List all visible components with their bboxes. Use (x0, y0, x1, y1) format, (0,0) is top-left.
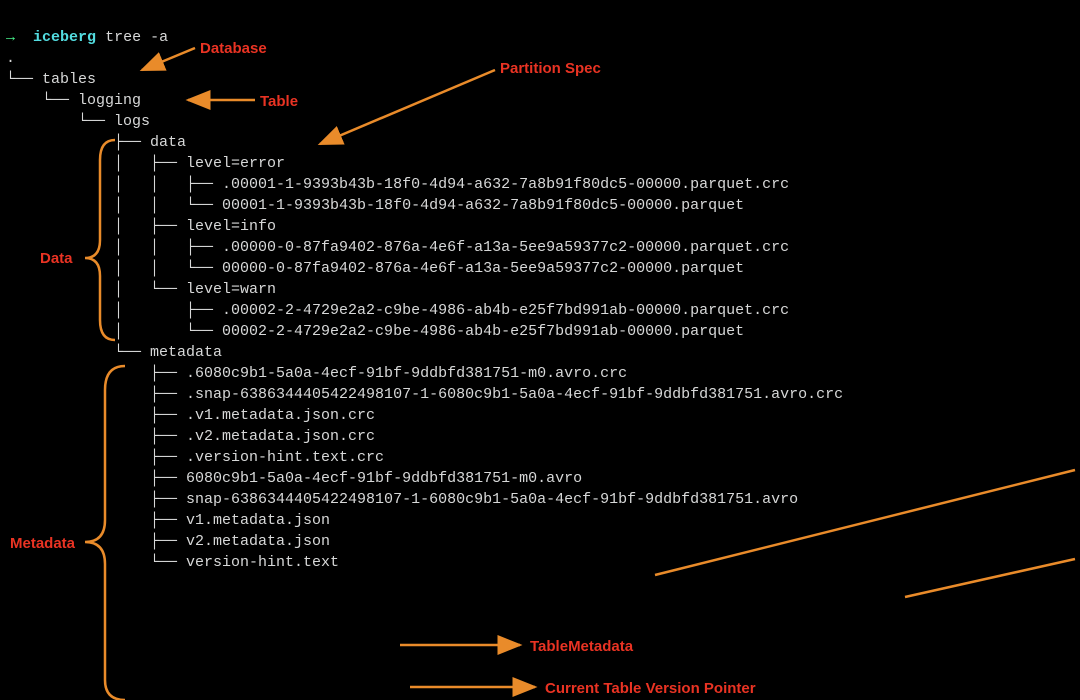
annotation-database: Database (200, 40, 267, 57)
annotation-partition-spec: Partition Spec (500, 60, 601, 77)
annotation-table: Table (260, 93, 298, 110)
command-text: tree -a (105, 29, 168, 46)
prompt-label: iceberg (33, 29, 96, 46)
prompt-arrow-icon: → (6, 29, 15, 46)
tree-structure: . └── tables └── logging └── logs ├── da… (6, 48, 1080, 573)
annotation-data: Data (40, 250, 73, 267)
terminal-output: → iceberg tree -a . └── tables └── loggi… (0, 0, 1080, 573)
annotation-current-version: Current Table Version Pointer (545, 680, 756, 697)
annotation-metadata: Metadata (10, 535, 75, 552)
annotation-table-metadata: TableMetadata (530, 638, 633, 655)
